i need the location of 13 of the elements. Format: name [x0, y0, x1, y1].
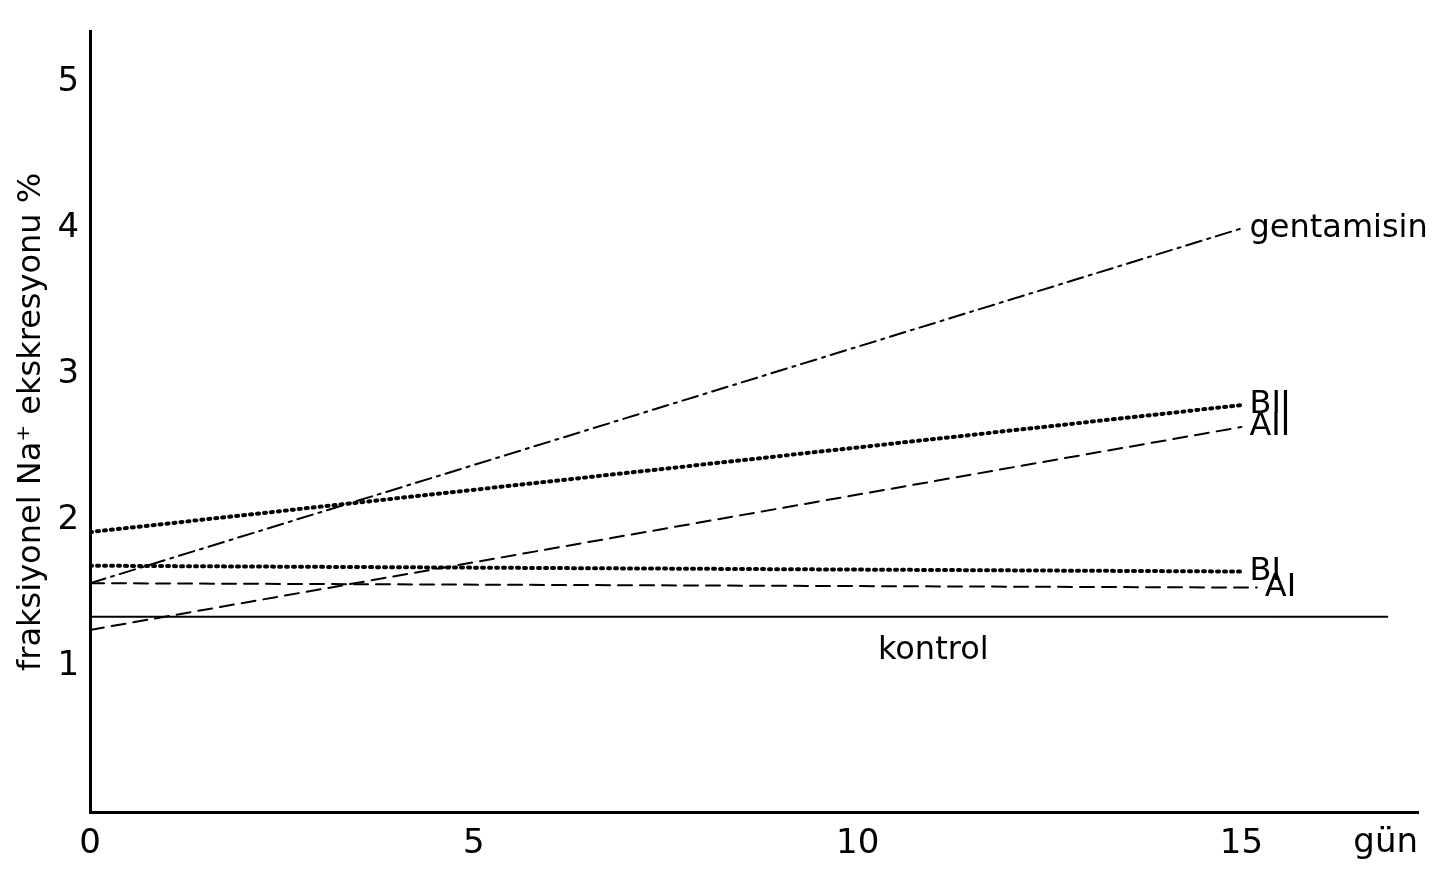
y-tick-label: 5 — [57, 59, 80, 100]
y-axis-title: fraksiyonel Na⁺ ekskresyonu % — [9, 172, 48, 671]
series-label: gentamisin — [1249, 206, 1428, 245]
x-tick-label: 0 — [79, 820, 101, 861]
y-tick-label: 4 — [57, 205, 80, 246]
y-tick-label: 1 — [57, 643, 80, 684]
x-tick-label: 15 — [1219, 820, 1264, 861]
y-tick-label: 2 — [57, 497, 80, 538]
y-tick-label: 3 — [57, 351, 80, 392]
x-axis-title: gün — [1353, 820, 1418, 861]
x-tick-label: 10 — [836, 820, 880, 861]
series-label: kontrol — [877, 629, 989, 668]
x-tick-label: 5 — [463, 820, 485, 861]
